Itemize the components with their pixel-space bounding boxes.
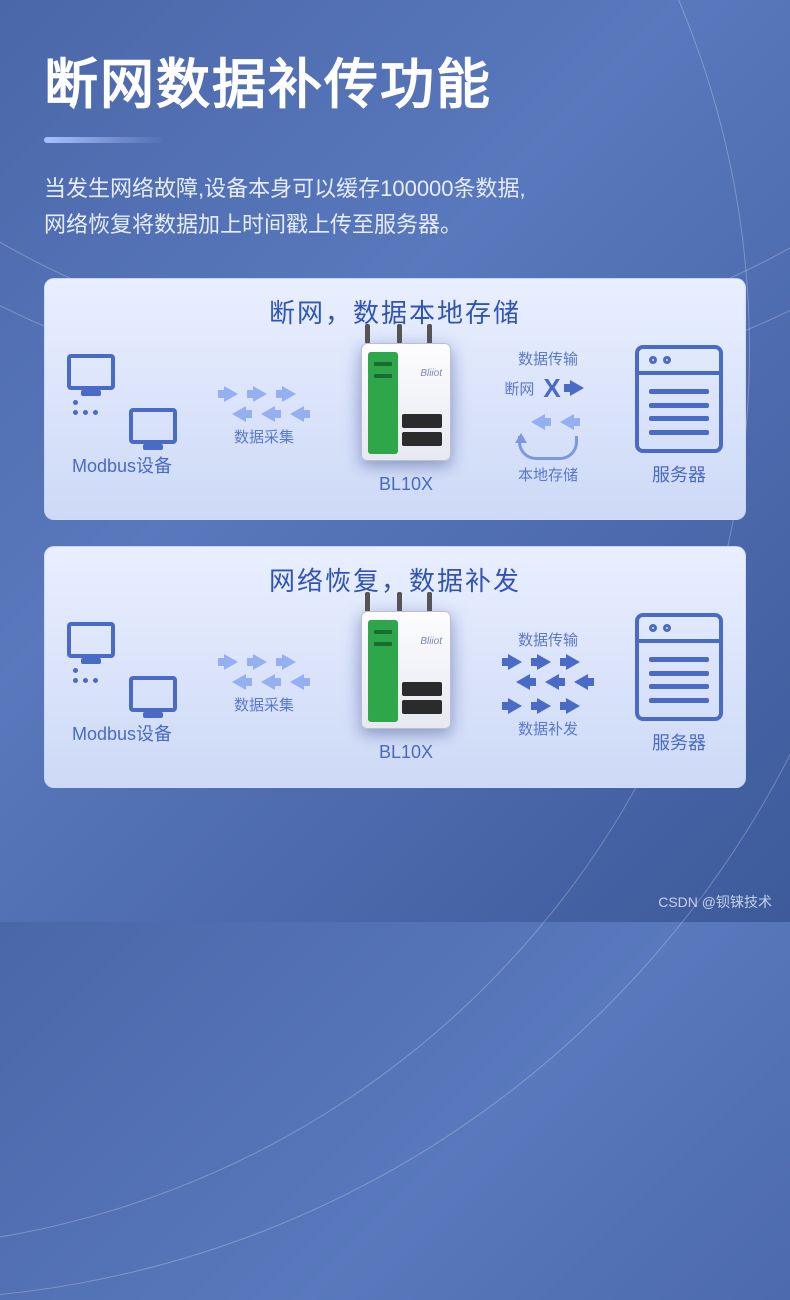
loop-arrow-icon [518,436,578,460]
collect-label: 数据采集 [234,426,294,447]
desc-line: 网络恢复将数据加上时间戳上传至服务器。 [44,207,746,243]
gateway-icon: Bliiot [351,338,461,466]
panel-title: 断网，数据本地存储 [67,293,723,330]
description: 当发生网络故障,设备本身可以缓存100000条数据, 网络恢复将数据加上时间戳上… [44,171,746,244]
panel-offline: 断网，数据本地存储 Modbus设备 数据采集 [44,278,746,520]
modbus-label: Modbus设备 [72,452,172,478]
modbus-icon [67,622,177,712]
gateway-block: Bliiot BL10X [351,606,461,763]
server-block: 服务器 [635,345,723,487]
watermark: CSDN @钡铼技术 [658,892,772,912]
transmit-arrows: 数据传输 数据补发 [461,629,635,739]
gateway-icon: Bliiot [351,606,461,734]
modbus-label: Modbus设备 [72,720,172,746]
panel-recovered: 网络恢复，数据补发 Modbus设备 数据采集 [44,546,746,788]
title-divider [44,137,164,143]
server-label: 服务器 [652,729,706,755]
gateway-label: BL10X [379,742,433,763]
transmit-arrows: 数据传输 断网 X 本地存储 [461,348,635,485]
server-label: 服务器 [652,461,706,487]
collect-arrows: 数据采集 [177,386,351,447]
offline-label: 断网 [504,378,534,399]
collect-arrows: 数据采集 [177,654,351,715]
desc-line: 当发生网络故障,设备本身可以缓存100000条数据, [44,171,746,207]
gateway-brand: Bliiot [420,368,442,379]
modbus-block: Modbus设备 [67,354,177,478]
resend-label: 数据补发 [518,718,578,739]
gateway-label: BL10X [379,474,433,495]
local-store-label: 本地存储 [518,464,578,485]
panel-title: 网络恢复，数据补发 [67,561,723,598]
x-mark: X [543,373,560,404]
server-block: 服务器 [635,613,723,755]
gateway-brand: Bliiot [420,636,442,647]
collect-label: 数据采集 [234,694,294,715]
server-icon [635,613,723,721]
modbus-icon [67,354,177,444]
gateway-block: Bliiot BL10X [351,338,461,495]
page-title: 断网数据补传功能 [44,40,746,119]
modbus-block: Modbus设备 [67,622,177,746]
transmit-label: 数据传输 [518,348,578,369]
transmit-label: 数据传输 [518,629,578,650]
server-icon [635,345,723,453]
